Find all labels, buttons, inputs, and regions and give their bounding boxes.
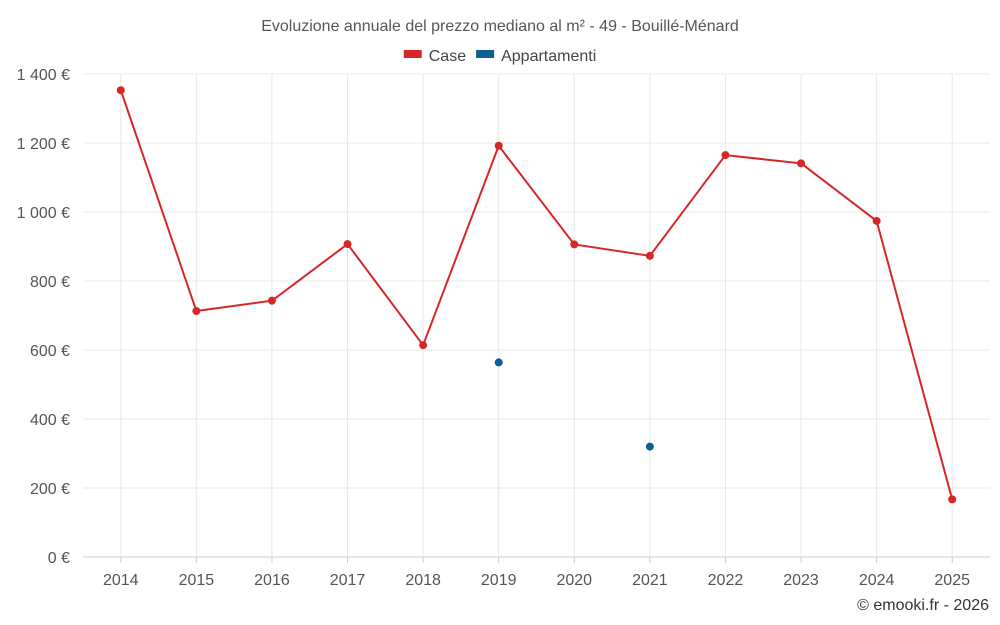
legend-label: Case bbox=[429, 48, 466, 65]
legend-item: Case bbox=[403, 48, 466, 65]
y-tick-label: 0 € bbox=[48, 550, 70, 567]
data-point bbox=[721, 151, 730, 160]
x-tick-label: 2019 bbox=[481, 572, 517, 589]
data-point bbox=[570, 240, 579, 249]
data-point bbox=[948, 495, 957, 504]
y-tick-label: 1 400 € bbox=[17, 67, 70, 84]
y-tick-label: 1 200 € bbox=[17, 136, 70, 153]
legend-swatch bbox=[476, 50, 495, 58]
grid bbox=[83, 73, 990, 558]
y-tick-label: 600 € bbox=[30, 343, 70, 360]
series-1 bbox=[494, 358, 654, 451]
legend-item: Appartamenti bbox=[476, 48, 596, 65]
data-point bbox=[494, 358, 503, 367]
x-tick-label: 2014 bbox=[103, 572, 139, 589]
data-point bbox=[872, 216, 881, 225]
x-tick-label: 2018 bbox=[405, 572, 441, 589]
data-point bbox=[494, 141, 503, 150]
data-point bbox=[797, 159, 806, 168]
data-point bbox=[267, 296, 276, 305]
x-tick-label: 2017 bbox=[330, 572, 366, 589]
chart-title: Evoluzione annuale del prezzo mediano al… bbox=[261, 18, 739, 35]
data-point bbox=[645, 251, 654, 260]
series-line bbox=[119, 89, 954, 500]
x-tick-label: 2025 bbox=[934, 572, 970, 589]
y-tick-label: 1 000 € bbox=[17, 205, 70, 222]
legend-label: Appartamenti bbox=[501, 48, 596, 65]
series bbox=[116, 86, 957, 504]
y-tick-label: 400 € bbox=[30, 412, 70, 429]
series-0 bbox=[116, 86, 957, 504]
data-point bbox=[419, 341, 428, 350]
x-tick-label: 2020 bbox=[556, 572, 592, 589]
data-point bbox=[645, 442, 654, 451]
legend-swatch bbox=[403, 50, 422, 58]
x-tick-label: 2024 bbox=[859, 572, 895, 589]
x-axis-ticks: 2014 2015 2016 2017 2018 2019 2020 2021 2022 2023… bbox=[103, 557, 970, 589]
data-point bbox=[192, 307, 201, 316]
x-tick-label: 2016 bbox=[254, 572, 290, 589]
x-tick-label: 2015 bbox=[179, 572, 215, 589]
credit-text: © emooki.fr - 2026 bbox=[857, 597, 989, 614]
data-point bbox=[343, 240, 352, 249]
y-tick-label: 800 € bbox=[30, 274, 70, 291]
x-tick-label: 2023 bbox=[783, 572, 819, 589]
y-axis-ticks: 0 € 200 € 400 € 600 € 800 € 1 000 € 1 200 € 1 4… bbox=[17, 67, 70, 567]
legend: Case Appartamenti bbox=[403, 48, 596, 65]
x-tick-label: 2021 bbox=[632, 572, 668, 589]
x-tick-label: 2022 bbox=[708, 572, 744, 589]
y-tick-label: 200 € bbox=[30, 481, 70, 498]
data-point bbox=[116, 86, 125, 95]
